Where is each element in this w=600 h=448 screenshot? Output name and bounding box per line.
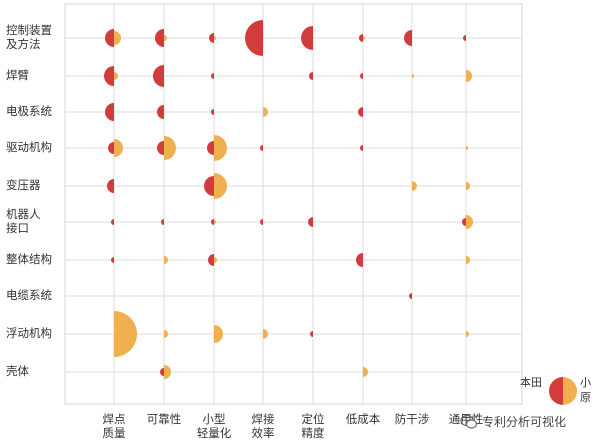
- bubble-left-half: [260, 145, 263, 151]
- legend: 本田 小 原: [520, 374, 598, 408]
- wechat-icon: [460, 414, 478, 429]
- bubble-left-half: [211, 73, 214, 79]
- legend-label-right-2: 原: [580, 391, 591, 404]
- bubble-left-half: [157, 141, 164, 155]
- plot-frame: [64, 3, 523, 405]
- bubble-left-half: [211, 219, 214, 225]
- bubble-left-half: [209, 33, 214, 43]
- bubble-left-half: [360, 145, 363, 151]
- bubble-left-half: [153, 65, 164, 87]
- legend-label-left: 本田: [520, 376, 542, 389]
- bubble-right-half: [164, 365, 171, 379]
- row-label: 控制装置 及方法: [6, 23, 52, 51]
- bubble-right-half: [466, 70, 472, 82]
- bubble-right-half: [164, 35, 167, 41]
- bubble-right-half: [412, 181, 417, 191]
- watermark: 专利分析可视化: [460, 412, 598, 432]
- legend-right-half: [563, 377, 577, 405]
- column-label: 小型 轻量化: [196, 412, 232, 440]
- legend-symbol: [549, 377, 577, 405]
- bubble-left-half: [111, 219, 114, 225]
- column-label: 焊接 效率: [251, 412, 275, 440]
- column-label: 防干涉: [394, 412, 430, 426]
- bubble-left-half: [207, 141, 214, 155]
- bubble-left-half: [462, 218, 466, 226]
- row-label: 变压器: [6, 178, 41, 192]
- bubble-left-half: [309, 72, 313, 80]
- bubble-right-half: [114, 311, 137, 357]
- bubble-left-half: [104, 66, 114, 86]
- column-label: 可靠性: [146, 412, 182, 426]
- row-label: 驱动机构: [6, 140, 52, 154]
- bubble-right-half: [214, 36, 216, 40]
- bubble-left-half: [211, 109, 214, 115]
- bubble-left-half: [356, 253, 363, 267]
- bubble-left-half: [360, 73, 363, 79]
- bubble-left-half: [157, 105, 164, 119]
- bubble-right-half: [214, 173, 227, 199]
- bubble-right-half: [363, 36, 365, 40]
- column-label: 焊点 质量: [102, 412, 126, 440]
- bubble-right-half: [214, 135, 227, 161]
- row-label: 浮动机构: [6, 326, 52, 340]
- row-label: 电极系统: [6, 104, 52, 118]
- watermark-text: 专利分析可视化: [482, 415, 567, 429]
- legend-left-half: [549, 377, 563, 405]
- bubble-left-half: [260, 219, 263, 225]
- bubble-left-half: [155, 29, 164, 47]
- bubble-right-half: [214, 220, 216, 224]
- bubble-left-half: [111, 257, 114, 263]
- column-label: 低成本: [345, 412, 381, 426]
- bubble-right-half: [164, 256, 168, 264]
- bubble-left-half: [105, 103, 114, 121]
- row-label: 焊臂: [6, 68, 29, 82]
- bubble-left-half: [161, 219, 164, 225]
- bubble-left-half: [108, 142, 114, 154]
- bubble-left-half: [404, 30, 412, 46]
- bubble-left-half: [105, 29, 114, 47]
- bubble-left-half: [308, 217, 313, 227]
- bubble-left-half: [358, 107, 363, 117]
- bubble-right-half: [466, 215, 473, 229]
- bubble-right-half: [114, 31, 121, 45]
- row-label: 机器人 接口: [6, 207, 41, 235]
- bubble-left-half: [359, 34, 363, 42]
- bubble-right-half: [114, 72, 118, 80]
- bubble-left-half: [107, 179, 114, 193]
- bubble-right-half: [466, 331, 469, 337]
- bubble-right-half: [263, 107, 268, 117]
- row-label: 整体结构: [6, 252, 52, 266]
- bubble-right-half: [466, 182, 470, 190]
- bubble-left-half: [245, 20, 263, 56]
- row-label: 壳体: [6, 364, 29, 378]
- bubble-right-half: [466, 256, 470, 264]
- bubble-left-half: [310, 331, 313, 337]
- bubble-left-half: [409, 293, 412, 299]
- row-label: 电缆系统: [6, 288, 52, 302]
- bubble-right-half: [114, 139, 123, 157]
- column-label: 定位 精度: [301, 412, 325, 440]
- legend-label-right-1: 小: [580, 376, 591, 389]
- bubble-right-half: [164, 330, 168, 338]
- bubble-left-half: [301, 26, 313, 50]
- bubble-right-half: [363, 367, 368, 377]
- bubble-left-half: [160, 368, 164, 376]
- bubble-left-half: [208, 254, 214, 266]
- bubble-left-half: [204, 176, 214, 196]
- bubble-left-half: [463, 35, 466, 41]
- bubble-right-half: [214, 257, 217, 263]
- bubble-right-half: [164, 136, 176, 160]
- bubble-right-half: [214, 325, 223, 343]
- bubble-right-half: [412, 74, 414, 78]
- bubble-right-half: [263, 329, 268, 339]
- bubble-right-half: [466, 146, 468, 150]
